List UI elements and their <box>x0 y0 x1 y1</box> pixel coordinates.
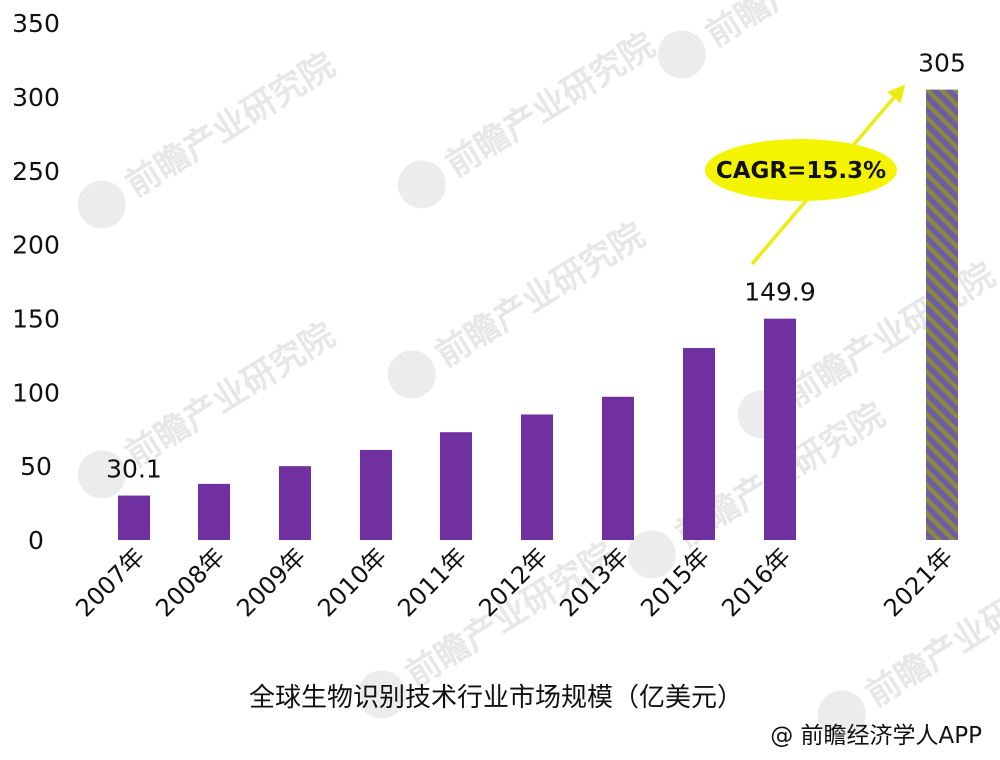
bar <box>279 466 311 540</box>
bar <box>360 449 392 540</box>
source-credit: @ 前瞻经济学人APP <box>770 723 982 749</box>
cagr-annotation: CAGR=15.3% <box>705 84 906 266</box>
data-labels-layer: 30.1 149.9 305 <box>106 49 966 484</box>
watermark-text: 前瞻产业研究院 <box>399 535 622 695</box>
bar <box>118 495 150 540</box>
watermark-text: 前瞻产业研究院 <box>699 0 922 55</box>
watermark-text: 前瞻产业研究院 <box>429 215 652 375</box>
x-tick-label: 2007年 <box>70 542 150 622</box>
watermark-text: 前瞻产业研究院 <box>119 45 342 205</box>
x-tick-label: 2021年 <box>878 542 958 622</box>
y-tick-label: 200 <box>12 231 60 260</box>
bar <box>198 483 230 540</box>
bar <box>764 318 796 540</box>
x-tick-label: 2010年 <box>312 542 392 622</box>
y-tick-label: 150 <box>12 305 60 334</box>
x-tick-label: 2011年 <box>392 542 472 622</box>
watermark: 前瞻产业研究院 <box>77 45 342 229</box>
bars-layer <box>118 89 958 540</box>
watermark: 前瞻产业研究院 <box>657 0 922 79</box>
chart-title: 全球生物识别技术行业市场规模（亿美元） <box>249 683 743 713</box>
x-tick-label: 2008年 <box>150 542 230 622</box>
y-axis: 0 50 100 150 200 250 300 350 <box>12 9 60 555</box>
bar <box>602 396 634 540</box>
watermark: 前瞻产业研究院 <box>387 215 652 399</box>
y-tick-label: 50 <box>20 452 52 481</box>
data-label: 305 <box>918 49 966 78</box>
y-tick-label: 250 <box>12 157 60 186</box>
watermark-text: 前瞻产业研究院 <box>119 315 342 475</box>
forecast-bar <box>926 89 958 540</box>
y-tick-label: 100 <box>12 378 60 407</box>
watermark-text: 前瞻产业研究院 <box>439 25 662 185</box>
data-label: 30.1 <box>106 455 162 484</box>
bar <box>440 432 472 540</box>
bar <box>683 348 715 540</box>
cagr-label: CAGR=15.3% <box>716 158 886 184</box>
cagr-ellipse <box>705 139 897 201</box>
bar <box>521 414 553 540</box>
watermark: 前瞻产业研究院 <box>397 25 662 209</box>
x-tick-label: 2009年 <box>231 542 311 622</box>
y-tick-label: 300 <box>12 83 60 112</box>
y-tick-label: 0 <box>28 526 44 555</box>
y-tick-label: 350 <box>12 9 60 38</box>
x-tick-label: 2016年 <box>716 542 796 622</box>
data-label: 149.9 <box>744 278 816 307</box>
